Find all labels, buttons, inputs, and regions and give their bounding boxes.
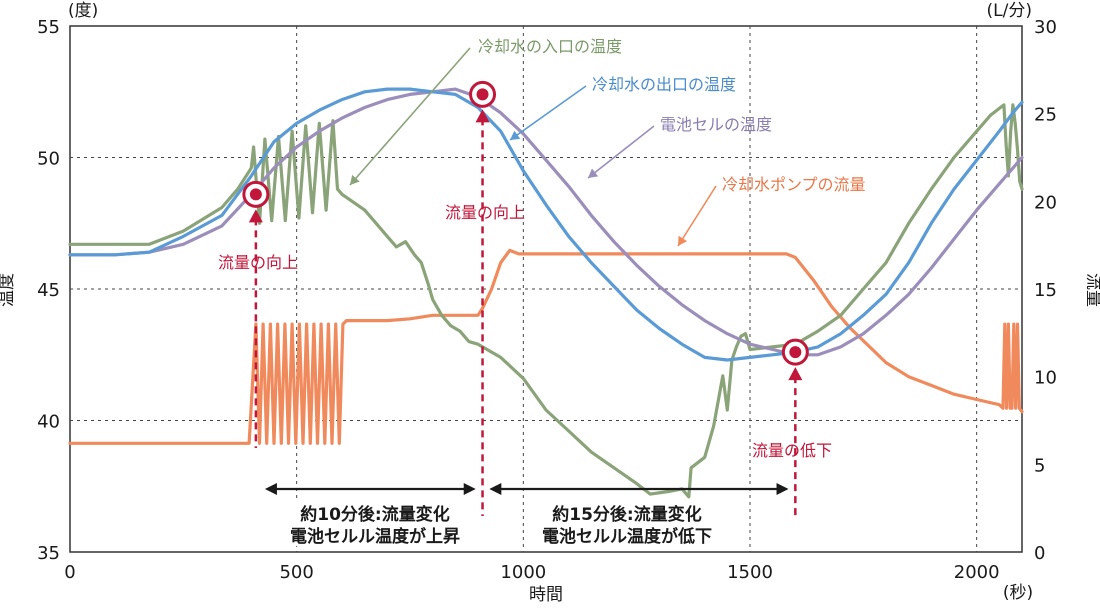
right-tick-label-25: 25 (1034, 105, 1057, 126)
span-arrow-right-1 (776, 483, 789, 495)
x-axis-unit: (秒) (1003, 583, 1033, 603)
left-tick-label-45: 45 (37, 280, 60, 301)
x-tick-label-2000: 2000 (954, 562, 1000, 583)
grid-lines (70, 26, 1022, 552)
span-arrow-right-0 (463, 483, 476, 495)
connector-arrowhead-3 (678, 235, 688, 246)
x-tick-label-1000: 1000 (500, 562, 546, 583)
right-tick-label-15: 15 (1034, 280, 1057, 301)
span-note-1-line2: 電池セルル温度が上昇 (290, 526, 460, 547)
series-layer (68, 87, 1024, 499)
span-note-2-line1: 約15分後:流量変化 (552, 504, 701, 525)
marker-arrowhead-0 (248, 209, 263, 223)
right-tick-label-10: 10 (1034, 368, 1057, 389)
left-tick-label-50: 50 (37, 149, 60, 170)
label-cell-temp: 電池セルの温度 (660, 115, 772, 134)
left-axis-title: 温度 (0, 273, 17, 307)
connector-line-2 (587, 125, 655, 179)
label-outlet-temp: 冷却水の出口の温度 (592, 75, 736, 94)
x-axis-title: 時間 (529, 585, 563, 605)
axis-ticks: 0 500 1000 1500 2000 35 40 45 50 55 0 5 10 15 20 25 30 (37, 17, 1057, 583)
marker-label-3: 流量の低下 (752, 441, 832, 460)
span-note-bg-2 (534, 502, 720, 546)
marker-label-2: 流量の向上 (445, 203, 525, 222)
series-line-0 (68, 103, 1024, 499)
marker-arrowhead-2 (788, 367, 803, 381)
label-inlet-temp: 冷却水の入口の温度 (478, 37, 622, 56)
x-tick-label-0: 0 (64, 562, 75, 583)
marker-dot-0 (249, 188, 262, 201)
left-tick-label-55: 55 (37, 17, 60, 38)
left-tick-label-35: 35 (37, 543, 60, 564)
connector-arrowhead-2 (588, 168, 599, 178)
span-note-1-line1: 約10分後:流量変化 (300, 504, 449, 525)
label-connectors (349, 47, 717, 247)
right-axis-title: 流量 (1083, 273, 1100, 307)
event-markers (242, 80, 809, 516)
marker-dot-1 (476, 88, 489, 101)
span-arrow-left-0 (264, 483, 277, 495)
marker-dot-2 (789, 346, 802, 359)
span-note-2-line2: 電池セルル温度が低下 (542, 526, 712, 547)
connector-line-3 (677, 185, 717, 247)
left-tick-label-40: 40 (37, 412, 60, 433)
label-pump-flow: 冷却水ポンプの流量 (722, 175, 866, 194)
right-tick-label-5: 5 (1034, 455, 1045, 476)
connector-line-0 (349, 47, 471, 186)
duration-spans (264, 483, 789, 495)
connector-line-1 (509, 85, 587, 141)
connector-arrowhead-0 (350, 174, 360, 185)
series-line-2 (68, 87, 1024, 357)
right-tick-label-0: 0 (1034, 543, 1045, 564)
x-tick-label-1500: 1500 (727, 562, 773, 583)
x-tick-label-500: 500 (279, 562, 313, 583)
marker-arrowhead-1 (475, 109, 490, 123)
right-tick-label-30: 30 (1034, 17, 1057, 38)
span-note-bg-1 (282, 502, 468, 546)
left-axis-unit: (度) (68, 1, 98, 21)
series-line-1 (68, 87, 1024, 362)
span-arrow-left-1 (489, 483, 502, 495)
right-axis-unit: (L/分) (987, 1, 1032, 21)
marker-label-1: 流量の向上 (218, 253, 298, 272)
right-tick-label-20: 20 (1034, 192, 1057, 213)
series-line-3 (68, 248, 1024, 445)
connector-arrowhead-1 (510, 130, 521, 140)
